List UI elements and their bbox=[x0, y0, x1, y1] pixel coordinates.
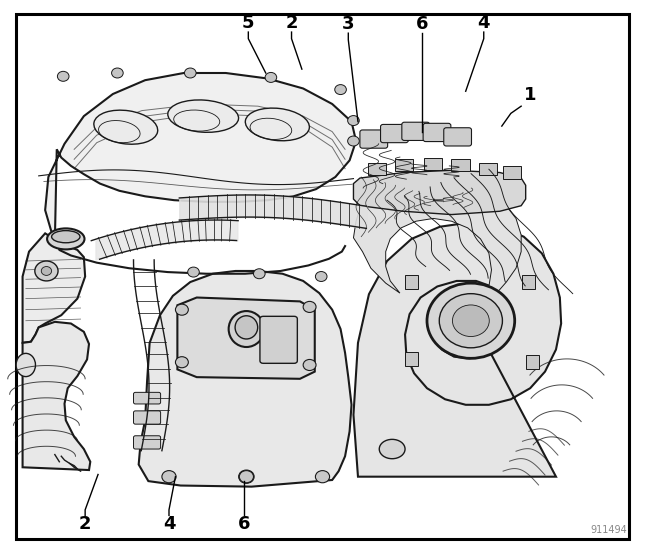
Ellipse shape bbox=[235, 316, 258, 339]
Bar bbox=[405, 275, 418, 289]
Text: 911494: 911494 bbox=[590, 525, 627, 535]
Circle shape bbox=[188, 267, 199, 277]
Polygon shape bbox=[23, 233, 85, 343]
FancyBboxPatch shape bbox=[423, 123, 451, 142]
Bar bbox=[522, 275, 535, 289]
Ellipse shape bbox=[168, 100, 239, 132]
Polygon shape bbox=[139, 271, 352, 487]
Ellipse shape bbox=[16, 353, 35, 377]
FancyBboxPatch shape bbox=[444, 128, 471, 146]
Circle shape bbox=[265, 72, 277, 82]
Bar bbox=[405, 352, 418, 366]
Circle shape bbox=[41, 267, 52, 275]
Bar bbox=[395, 159, 413, 171]
Circle shape bbox=[175, 304, 188, 315]
FancyBboxPatch shape bbox=[402, 122, 430, 140]
Text: 1: 1 bbox=[524, 86, 536, 104]
Ellipse shape bbox=[94, 110, 158, 144]
Bar bbox=[368, 163, 386, 175]
FancyBboxPatch shape bbox=[134, 436, 161, 449]
Circle shape bbox=[239, 470, 254, 483]
FancyBboxPatch shape bbox=[260, 316, 297, 363]
Circle shape bbox=[303, 301, 316, 312]
Circle shape bbox=[315, 272, 327, 281]
Polygon shape bbox=[353, 170, 526, 215]
Circle shape bbox=[427, 283, 515, 358]
Circle shape bbox=[253, 269, 265, 279]
Circle shape bbox=[239, 471, 253, 483]
Ellipse shape bbox=[245, 108, 310, 141]
Ellipse shape bbox=[228, 311, 264, 347]
Circle shape bbox=[303, 359, 316, 371]
Circle shape bbox=[348, 136, 359, 146]
Text: 4: 4 bbox=[163, 515, 175, 534]
Circle shape bbox=[35, 261, 58, 281]
FancyBboxPatch shape bbox=[134, 411, 161, 424]
Ellipse shape bbox=[47, 228, 84, 249]
Text: 6: 6 bbox=[416, 15, 429, 33]
Text: 6: 6 bbox=[237, 515, 250, 534]
Text: 5: 5 bbox=[242, 14, 255, 32]
Circle shape bbox=[57, 71, 69, 81]
Text: 2: 2 bbox=[79, 515, 92, 534]
FancyBboxPatch shape bbox=[360, 130, 388, 148]
Ellipse shape bbox=[379, 439, 405, 459]
Bar bbox=[424, 158, 442, 170]
FancyBboxPatch shape bbox=[134, 393, 161, 404]
Bar bbox=[479, 163, 497, 175]
Ellipse shape bbox=[52, 231, 80, 243]
Circle shape bbox=[315, 471, 330, 483]
Bar bbox=[451, 159, 470, 171]
Text: 3: 3 bbox=[342, 15, 355, 33]
Circle shape bbox=[452, 305, 490, 337]
Text: 4: 4 bbox=[477, 14, 490, 32]
Text: 2: 2 bbox=[285, 14, 298, 32]
Polygon shape bbox=[353, 174, 521, 301]
Circle shape bbox=[112, 68, 123, 78]
Circle shape bbox=[175, 357, 188, 368]
Circle shape bbox=[184, 68, 196, 78]
Circle shape bbox=[335, 85, 346, 95]
Bar bbox=[526, 355, 539, 369]
FancyBboxPatch shape bbox=[381, 124, 408, 143]
Circle shape bbox=[162, 471, 176, 483]
Circle shape bbox=[348, 116, 359, 126]
Circle shape bbox=[439, 294, 502, 348]
Polygon shape bbox=[23, 322, 90, 470]
Polygon shape bbox=[353, 222, 561, 477]
Polygon shape bbox=[45, 73, 356, 243]
Bar bbox=[503, 166, 521, 179]
Polygon shape bbox=[177, 298, 315, 379]
